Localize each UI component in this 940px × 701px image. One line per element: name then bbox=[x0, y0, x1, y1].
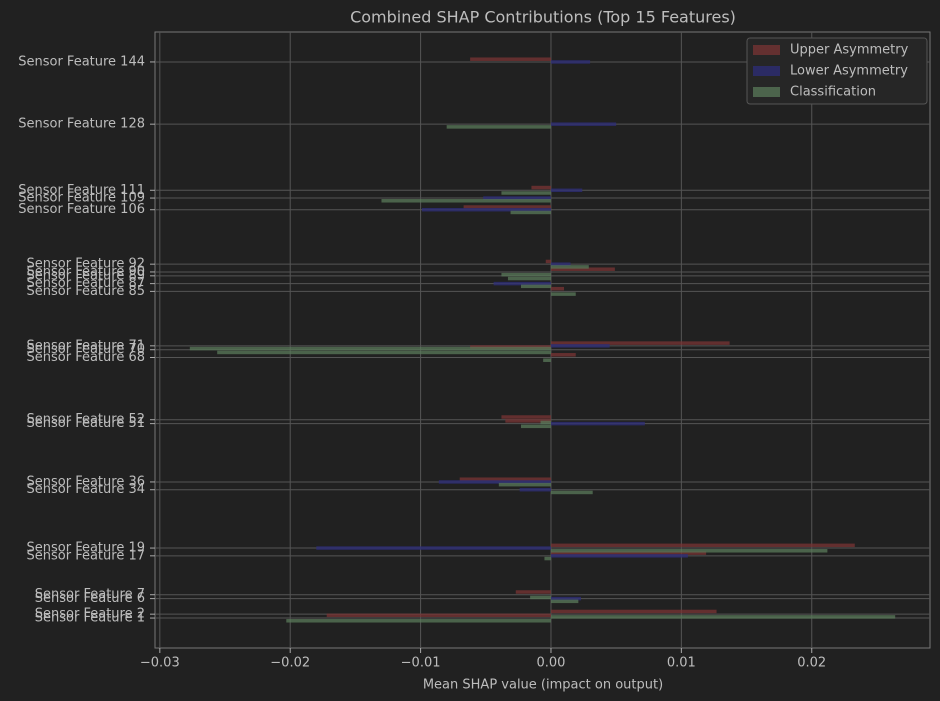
bar bbox=[550, 490, 593, 495]
bar bbox=[550, 292, 576, 296]
bar bbox=[545, 259, 551, 264]
y-tick-label: Sensor Feature 87 bbox=[27, 276, 146, 291]
legend-swatch bbox=[753, 66, 780, 76]
bar bbox=[507, 276, 551, 281]
bar bbox=[550, 551, 707, 555]
legend-label: Classification bbox=[790, 85, 876, 100]
bar bbox=[550, 421, 645, 426]
x-tick-label: −0.01 bbox=[401, 656, 441, 671]
bar bbox=[515, 590, 551, 594]
bar bbox=[550, 554, 688, 558]
y-tick-label: Sensor Feature 17 bbox=[27, 548, 146, 563]
x-tick-label: −0.02 bbox=[270, 656, 310, 671]
y-tick-label: Sensor Feature 19 bbox=[27, 541, 146, 556]
bar bbox=[550, 344, 610, 348]
y-tick-label: Sensor Feature 144 bbox=[18, 54, 145, 69]
y-tick-label: Sensor Feature 90 bbox=[27, 264, 146, 279]
x-axis-label: Mean SHAP value (impact on output) bbox=[423, 678, 663, 693]
bar bbox=[470, 57, 551, 61]
bar bbox=[286, 619, 551, 623]
bar bbox=[326, 613, 551, 618]
bar bbox=[550, 596, 581, 601]
bar bbox=[316, 546, 551, 550]
y-tick-label: Sensor Feature 2 bbox=[35, 607, 145, 622]
bar bbox=[501, 191, 551, 195]
bar bbox=[550, 615, 896, 619]
bar bbox=[189, 346, 551, 351]
bar bbox=[531, 185, 551, 190]
bar bbox=[543, 358, 551, 362]
chart-title: Combined SHAP Contributions (Top 15 Feat… bbox=[350, 8, 736, 27]
bar bbox=[550, 188, 583, 193]
bar bbox=[381, 199, 551, 203]
y-tick-label: Sensor Feature 106 bbox=[18, 202, 145, 217]
x-tick-label: 0.00 bbox=[536, 656, 565, 671]
y-tick-label: Sensor Feature 70 bbox=[27, 342, 146, 357]
y-tick-label: Sensor Feature 1 bbox=[35, 611, 145, 626]
x-tick-label: 0.02 bbox=[797, 656, 826, 671]
y-tick-label: Sensor Feature 51 bbox=[27, 416, 146, 431]
bar bbox=[519, 487, 551, 492]
y-tick-label: Sensor Feature 6 bbox=[35, 591, 145, 606]
bar bbox=[510, 210, 551, 215]
bar bbox=[520, 284, 551, 289]
bar bbox=[463, 205, 551, 209]
bar bbox=[530, 595, 551, 600]
y-tick-label: Sensor Feature 85 bbox=[27, 284, 146, 299]
bar bbox=[421, 207, 551, 212]
y-tick-label: Sensor Feature 34 bbox=[27, 482, 146, 497]
bar bbox=[520, 424, 551, 429]
y-tick-label: Sensor Feature 109 bbox=[18, 191, 145, 206]
bar bbox=[438, 480, 551, 484]
bar bbox=[550, 609, 717, 614]
bar bbox=[446, 125, 551, 129]
bar bbox=[550, 543, 855, 548]
bar bbox=[540, 420, 551, 425]
bar bbox=[550, 122, 617, 126]
x-tick-label: 0.01 bbox=[667, 656, 696, 671]
bar bbox=[501, 272, 551, 277]
y-tick-label: Sensor Feature 36 bbox=[27, 474, 146, 489]
bar bbox=[550, 262, 571, 266]
bar bbox=[501, 415, 551, 419]
bar bbox=[550, 353, 576, 357]
bar bbox=[493, 281, 551, 286]
y-tick-label: Sensor Feature 128 bbox=[18, 117, 145, 132]
bar bbox=[483, 196, 551, 200]
y-tick-label: Sensor Feature 111 bbox=[18, 183, 145, 198]
y-tick-label: Sensor Feature 92 bbox=[27, 257, 146, 272]
y-tick-label: Sensor Feature 71 bbox=[27, 338, 146, 353]
bar bbox=[498, 482, 551, 487]
bar bbox=[505, 419, 551, 423]
bar bbox=[217, 350, 551, 355]
legend-label: Upper Asymmetry bbox=[790, 43, 909, 58]
bar bbox=[550, 341, 730, 345]
legend-swatch bbox=[753, 45, 780, 55]
y-tick-label: Sensor Feature 68 bbox=[27, 350, 146, 365]
bar bbox=[550, 599, 579, 604]
bar bbox=[550, 286, 565, 291]
bar bbox=[550, 265, 589, 269]
y-tick-label: Sensor Feature 89 bbox=[27, 268, 146, 283]
legend-box bbox=[746, 37, 928, 105]
bar bbox=[550, 60, 591, 64]
bar bbox=[544, 556, 551, 561]
legend-swatch bbox=[753, 87, 780, 97]
bar bbox=[550, 549, 828, 553]
bar bbox=[459, 477, 551, 481]
legend-label: Lower Asymmetry bbox=[790, 64, 908, 79]
y-tick-label: Sensor Feature 7 bbox=[35, 587, 145, 602]
bar bbox=[550, 267, 615, 271]
x-tick-label: −0.03 bbox=[140, 656, 180, 671]
y-tick-label: Sensor Feature 52 bbox=[27, 412, 146, 427]
